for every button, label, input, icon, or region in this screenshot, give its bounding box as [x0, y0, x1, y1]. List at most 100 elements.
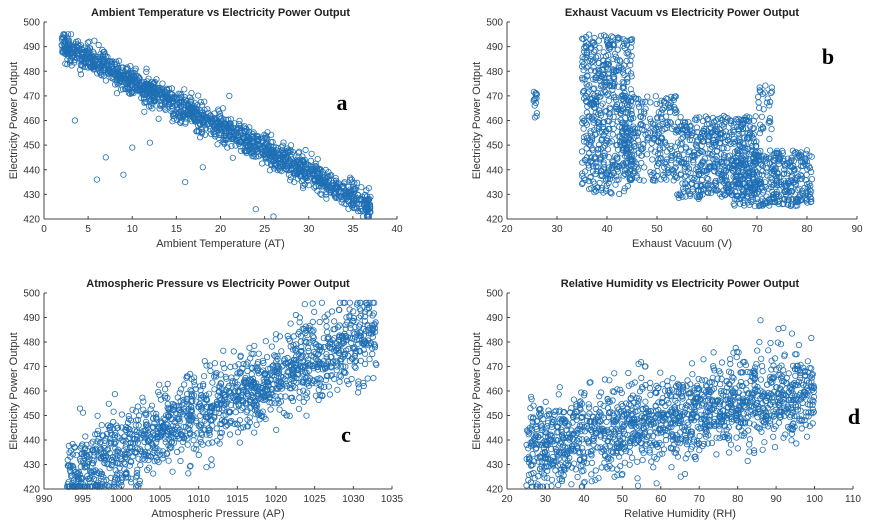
- x-tick-label: 0: [41, 224, 47, 235]
- data-point: [119, 75, 126, 82]
- data-point: [674, 119, 682, 126]
- data-point: [585, 63, 592, 70]
- data-point: [156, 381, 163, 388]
- data-point: [768, 126, 775, 133]
- data-point: [74, 38, 82, 45]
- data-point: [201, 98, 208, 105]
- data-point: [110, 71, 118, 78]
- x-tick-label: 60: [701, 224, 713, 235]
- data-point: [178, 386, 185, 393]
- x-tick-label: 5: [85, 224, 91, 235]
- data-point: [127, 69, 134, 76]
- data-point: [331, 181, 338, 188]
- data-point: [243, 125, 250, 132]
- y-tick-label: 470: [486, 91, 503, 102]
- data-point: [64, 61, 71, 68]
- data-point: [274, 145, 282, 152]
- data-point: [156, 86, 163, 94]
- data-points: [64, 299, 380, 490]
- data-point: [289, 161, 296, 169]
- data-point: [200, 112, 208, 119]
- data-point: [166, 85, 173, 92]
- data-point: [125, 412, 132, 420]
- data-point: [605, 97, 612, 104]
- data-point: [316, 173, 323, 180]
- data-point: [533, 113, 540, 120]
- data-point: [761, 439, 768, 446]
- data-point: [236, 439, 243, 446]
- data-point: [215, 106, 222, 113]
- data-point: [110, 408, 117, 415]
- x-tick-label: 990: [36, 494, 53, 505]
- data-point: [227, 120, 234, 128]
- data-point: [295, 405, 303, 412]
- data-point: [91, 56, 98, 63]
- y-tick-label: 440: [23, 436, 40, 447]
- data-point: [102, 77, 110, 84]
- data-point: [127, 76, 135, 83]
- data-point: [181, 86, 188, 93]
- data-point: [107, 68, 114, 75]
- data-point: [236, 121, 243, 128]
- data-point: [351, 180, 358, 187]
- y-axis-label: Electricity Power Output: [471, 62, 483, 179]
- data-point: [164, 380, 171, 387]
- data-point: [324, 328, 331, 336]
- data-point: [306, 339, 313, 346]
- data-point: [631, 379, 638, 386]
- data-point: [614, 46, 621, 53]
- data-point: [369, 333, 376, 341]
- data-point: [68, 31, 75, 38]
- data-point: [677, 114, 684, 121]
- data-point: [78, 56, 85, 63]
- data-point: [169, 468, 176, 475]
- data-point: [173, 423, 180, 430]
- data-point: [229, 154, 236, 161]
- data-point: [767, 89, 775, 97]
- data-point: [211, 360, 218, 367]
- data-point: [308, 150, 315, 157]
- data-point: [353, 205, 360, 212]
- x-tick-label: 1030: [342, 494, 365, 505]
- data-point: [90, 64, 97, 71]
- data-point: [203, 125, 210, 132]
- data-point: [228, 374, 235, 381]
- panel-letter: a: [337, 90, 348, 115]
- data-point: [226, 431, 234, 438]
- data-point: [370, 374, 377, 382]
- data-point: [167, 89, 174, 96]
- data-point: [318, 191, 325, 198]
- data-point: [363, 204, 370, 211]
- data-point: [170, 110, 177, 117]
- data-point: [150, 91, 157, 98]
- data-point: [270, 213, 277, 220]
- data-point: [318, 299, 325, 306]
- data-point: [247, 133, 254, 140]
- data-point: [258, 149, 265, 156]
- data-point: [142, 98, 149, 106]
- data-point: [346, 299, 353, 306]
- data-point: [183, 111, 191, 118]
- data-point: [90, 50, 98, 57]
- data-point: [345, 380, 352, 388]
- data-point: [328, 308, 336, 315]
- data-point: [128, 88, 135, 96]
- y-tick-label: 450: [23, 411, 40, 422]
- data-point: [140, 91, 147, 99]
- data-point: [176, 389, 183, 396]
- data-point: [657, 176, 664, 183]
- data-point: [87, 63, 94, 70]
- data-point: [136, 85, 143, 92]
- data-point: [162, 92, 169, 100]
- data-point: [241, 134, 248, 141]
- scatter-panel-c: 990 995 1000 1005 1010 1015 1020 1025 1030 103542…: [8, 278, 404, 520]
- data-point: [269, 147, 276, 154]
- y-tick-label: 430: [23, 190, 40, 201]
- data-point: [243, 141, 250, 148]
- data-point: [808, 176, 816, 183]
- data-point: [111, 390, 119, 398]
- data-point: [197, 134, 204, 141]
- data-point: [301, 181, 308, 188]
- data-point: [279, 142, 286, 149]
